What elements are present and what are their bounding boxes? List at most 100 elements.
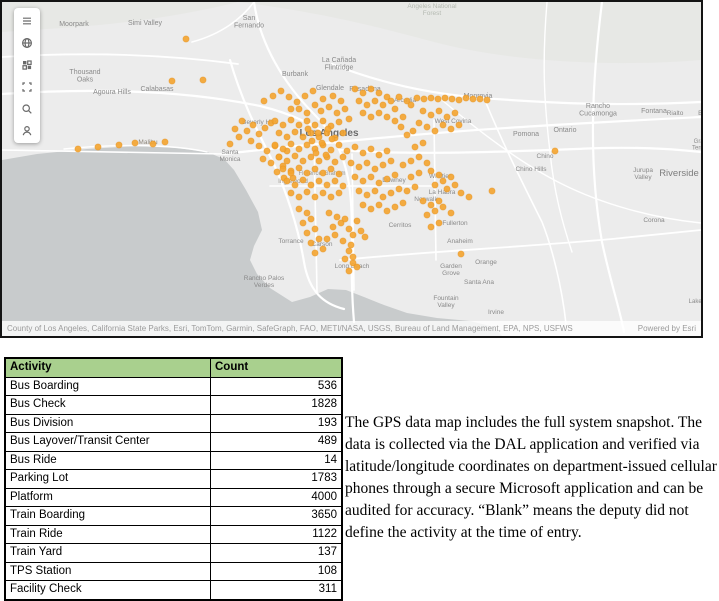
gps-point[interactable] [335, 189, 343, 197]
gps-point[interactable] [441, 94, 449, 102]
gps-point[interactable] [551, 147, 559, 155]
gps-point[interactable] [303, 109, 311, 117]
gps-point[interactable] [427, 223, 435, 231]
search-button[interactable] [17, 101, 37, 116]
gps-point[interactable] [469, 95, 477, 103]
gps-point[interactable] [431, 181, 439, 189]
gps-point[interactable] [397, 123, 405, 131]
map-canvas[interactable]: Moorpark Simi Valley San Fernando Angeles Na… [2, 2, 701, 336]
gps-point[interactable] [287, 169, 295, 177]
gps-point[interactable] [411, 183, 419, 191]
gps-point[interactable] [431, 127, 439, 135]
gps-point[interactable] [447, 125, 455, 133]
gps-point[interactable] [375, 201, 383, 209]
gps-point[interactable] [161, 138, 169, 146]
gps-point[interactable] [451, 181, 459, 189]
gps-point[interactable] [149, 140, 157, 148]
gps-point[interactable] [299, 157, 307, 165]
gps-point[interactable] [367, 145, 375, 153]
gps-point[interactable] [314, 129, 322, 137]
gps-point[interactable] [443, 185, 451, 193]
gps-point[interactable] [353, 263, 361, 271]
gps-point[interactable] [351, 85, 359, 93]
gps-point[interactable] [383, 207, 391, 215]
gps-point[interactable] [337, 97, 345, 105]
gps-point[interactable] [387, 157, 395, 165]
gps-point[interactable] [287, 105, 295, 113]
gps-point[interactable] [483, 96, 491, 104]
gps-point[interactable] [299, 219, 307, 227]
gps-point[interactable] [391, 171, 399, 179]
gps-point[interactable] [303, 141, 311, 149]
gps-point[interactable] [226, 140, 234, 148]
gps-point[interactable] [319, 117, 327, 125]
gps-point[interactable] [295, 145, 303, 153]
gps-point[interactable] [335, 170, 343, 178]
gps-point[interactable] [115, 141, 123, 149]
gps-point[interactable] [325, 209, 333, 217]
gps-point[interactable] [363, 191, 371, 199]
gps-point[interactable] [319, 95, 327, 103]
gps-point[interactable] [312, 149, 320, 157]
gps-point[interactable] [323, 235, 331, 243]
gps-point[interactable] [260, 97, 268, 105]
gps-point[interactable] [359, 149, 367, 157]
gps-point[interactable] [295, 205, 303, 213]
gps-point[interactable] [375, 179, 383, 187]
gps-point[interactable] [455, 121, 463, 129]
gps-point[interactable] [311, 121, 319, 129]
gps-point[interactable] [327, 193, 335, 201]
gps-point[interactable] [271, 117, 279, 125]
gps-point[interactable] [311, 193, 319, 201]
gps-point[interactable] [351, 173, 359, 181]
gps-point[interactable] [275, 129, 283, 137]
gps-point[interactable] [411, 143, 419, 151]
gps-point[interactable] [443, 113, 451, 121]
gps-point[interactable] [383, 175, 391, 183]
gps-point[interactable] [395, 185, 403, 193]
gps-point[interactable] [299, 176, 307, 184]
menu-button[interactable] [17, 13, 37, 28]
gps-map[interactable]: Moorpark Simi Valley San Fernando Angeles Na… [0, 0, 703, 338]
gps-point[interactable] [355, 187, 363, 195]
gps-point[interactable] [315, 157, 323, 165]
gps-point[interactable] [287, 189, 295, 197]
gps-point[interactable] [238, 117, 246, 125]
gps-point[interactable] [375, 151, 383, 159]
gps-point[interactable] [231, 125, 239, 133]
gps-point[interactable] [315, 177, 323, 185]
gps-point[interactable] [291, 152, 299, 160]
gps-point[interactable] [427, 201, 435, 209]
gps-point[interactable] [263, 147, 271, 155]
gps-point[interactable] [447, 209, 455, 217]
gps-point[interactable] [275, 153, 283, 161]
gps-point[interactable] [379, 161, 387, 169]
gps-point[interactable] [345, 225, 353, 233]
basemap-gallery-button[interactable] [17, 57, 37, 72]
gps-point[interactable] [403, 131, 411, 139]
gps-point[interactable] [387, 189, 395, 197]
gps-point[interactable] [303, 169, 311, 177]
gps-point[interactable] [457, 189, 465, 197]
gps-point[interactable] [343, 147, 351, 155]
gps-point[interactable] [435, 219, 443, 227]
gps-point[interactable] [419, 107, 427, 115]
gps-point[interactable] [331, 158, 339, 166]
gps-point[interactable] [339, 129, 347, 137]
gps-point[interactable] [307, 239, 315, 247]
gps-point[interactable] [335, 118, 343, 126]
gps-point[interactable] [295, 121, 303, 129]
gps-point[interactable] [415, 169, 423, 177]
gps-point[interactable] [413, 94, 421, 102]
gps-point[interactable] [328, 135, 336, 143]
gps-point[interactable] [353, 217, 361, 225]
gps-point[interactable] [333, 109, 341, 117]
gps-point[interactable] [359, 177, 367, 185]
gps-point[interactable] [271, 141, 279, 149]
gps-point[interactable] [291, 181, 299, 189]
gps-point[interactable] [387, 97, 395, 105]
gps-point[interactable] [447, 173, 455, 181]
gps-point[interactable] [399, 113, 407, 121]
gps-point[interactable] [351, 143, 359, 151]
gps-point[interactable] [291, 128, 299, 136]
